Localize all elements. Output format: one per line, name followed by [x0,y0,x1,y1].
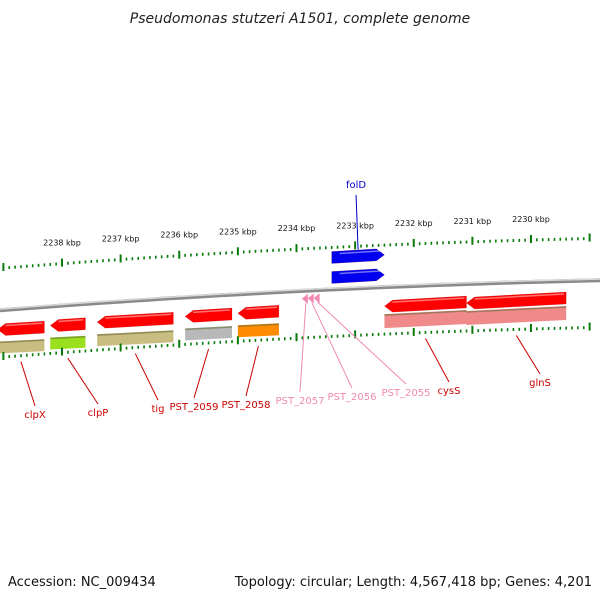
tick-label: 2231 kbp [454,217,492,226]
backbone-highlight [0,278,600,310]
gene-arrow [49,317,86,332]
rna-arrow [331,268,385,284]
gene-label-pst_2057: PST_2057 [276,396,325,407]
gene-arrow [184,307,233,323]
trna-marker-icon [307,293,314,304]
gene-tracks [0,248,567,354]
gene-product-band [0,339,45,354]
gene-arrow-shine [58,318,84,323]
gene-labels: clpX clpP tig PST_2059 PST_2058 PST_2057 PST_2… [20,180,551,421]
gene-label-clpp: clpP [88,408,109,419]
label-leader [134,353,159,401]
tick-label: 2230 kbp [512,215,550,224]
tick-label: 2236 kbp [160,231,198,240]
label-leader [193,348,210,399]
gene-product-band-edge [185,326,233,331]
label-leader [355,194,359,250]
gene-label-pst_2055: PST_2055 [382,388,431,399]
rna-arrow-shine [339,270,383,275]
trna-marker-icon [313,293,320,304]
gene-arrow [384,295,467,313]
backbone-line [0,278,600,313]
gene-label-clpx: clpX [24,410,46,421]
gene-product-band-edge [384,310,467,316]
scale-ticks: 2238 kbp 2237 kbp 2236 kbp 2235 kbp 2234 kbp… [2,215,591,361]
gene-arrow-shine [193,309,231,314]
tick-label: 2235 kbp [219,227,257,236]
gene-product-band [185,326,233,341]
gene-product-band-edge [237,323,279,328]
gene-arrow-shine [392,297,465,303]
label-leader [425,338,450,383]
gene-arrow-shine [5,322,43,327]
gene-product-band-edge [0,339,45,344]
gene-arrow [466,291,567,310]
gene-label-glns: glnS [529,378,551,389]
gene-label-tig: tig [151,404,164,415]
label-leader [515,335,541,375]
accession-text: Accession: NC_009434 [8,575,156,590]
tick-label: 2233 kbp [336,221,374,230]
gene-product-band-edge [97,330,174,336]
map-title: Pseudomonas stutzeri A1501, complete gen… [130,11,470,27]
trna-marker-icon [301,293,308,304]
gene-product-band [50,335,86,350]
rna-arrow [331,248,385,264]
label-leader [20,361,36,407]
tick-label: 2237 kbp [102,235,140,244]
gene-arrow-shine [105,313,172,319]
label-leader [299,302,307,393]
label-leader [245,346,259,397]
label-leader [67,357,99,405]
genome-backbone [0,278,600,313]
gene-label-pst_2059: PST_2059 [170,402,219,413]
gene-label-fold: folD [346,180,366,191]
gene-label-pst_2058: PST_2058 [222,400,271,411]
tick-label: 2238 kbp [43,239,81,248]
rna-arrow-shine [339,250,383,255]
gene-label-cyss: cysS [438,386,461,397]
gene-arrow [0,320,45,336]
gene-product-band-edge [50,335,86,340]
gene-arrow-shine [474,293,565,300]
gene-arrow-shine [245,306,277,311]
label-leader [311,302,353,389]
tick-label: 2232 kbp [395,219,433,228]
gene-arrow [237,305,280,320]
gene-label-pst_2056: PST_2056 [328,392,377,403]
genome-summary-text: Topology: circular; Length: 4,567,418 bp… [234,575,592,590]
gene-arrow [96,312,174,329]
tick-label: 2234 kbp [278,224,316,233]
label-leader [317,301,407,385]
gene-product-band [237,323,279,338]
gene-product-band-edge [466,306,567,313]
